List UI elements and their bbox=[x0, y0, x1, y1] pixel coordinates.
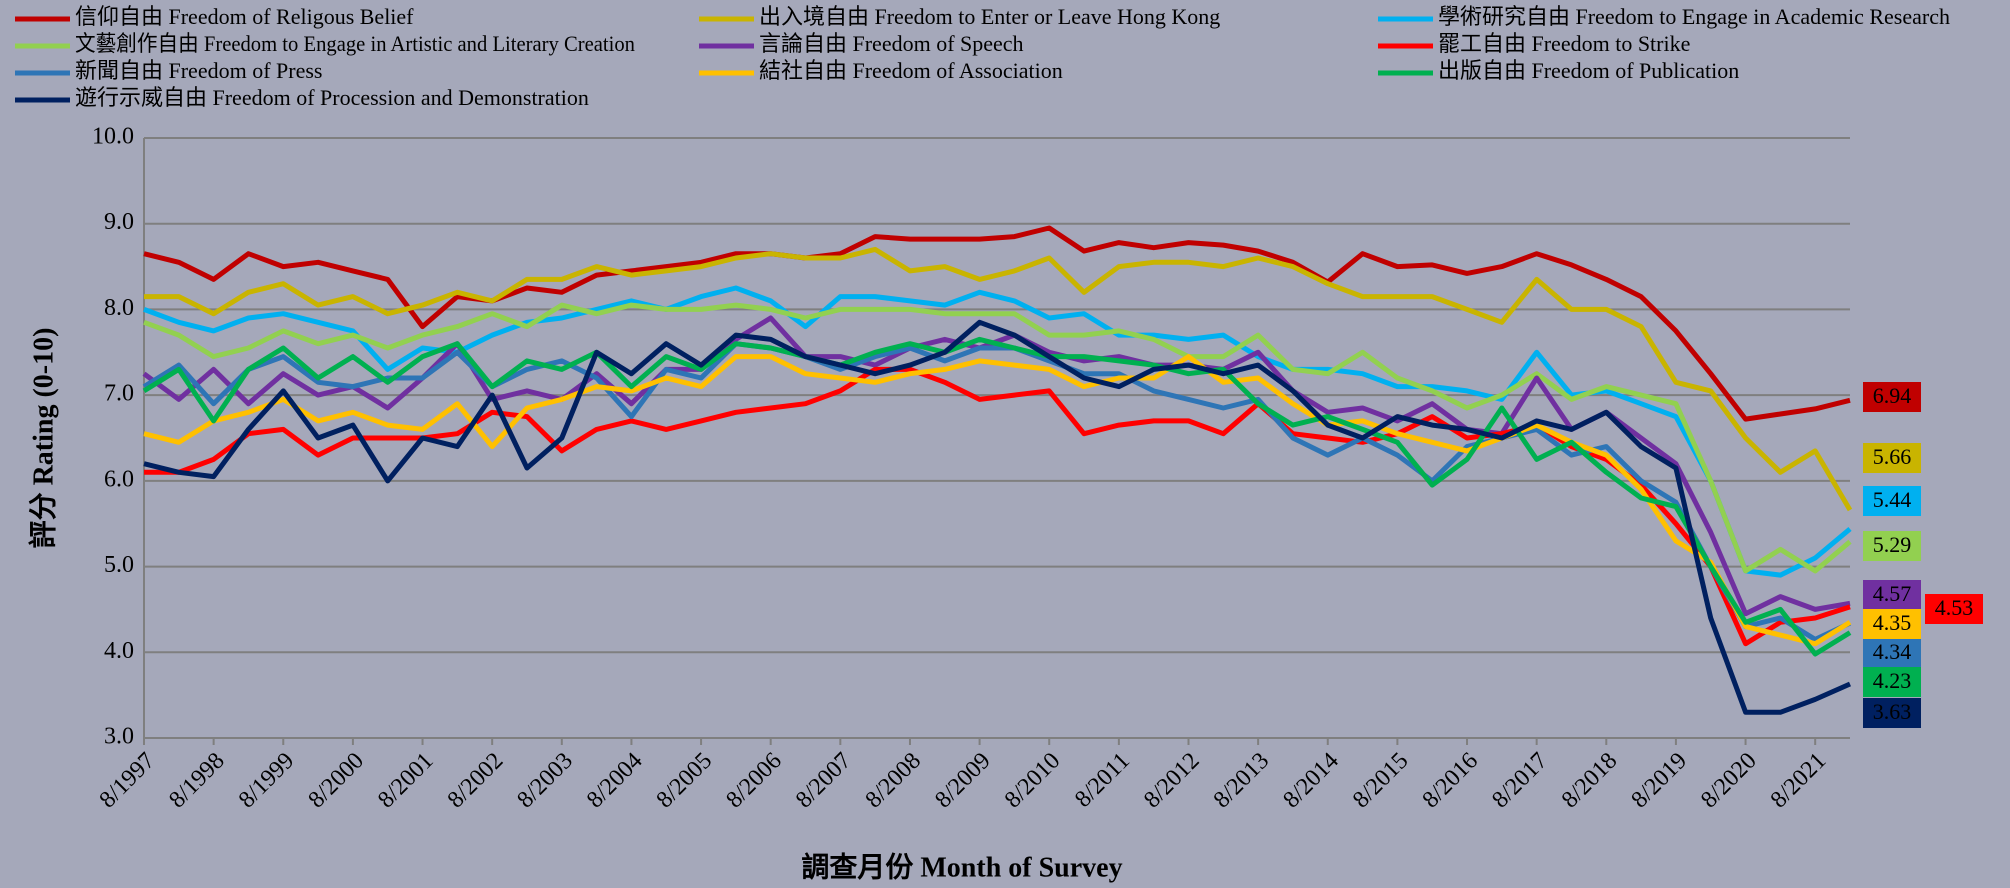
legend-label: 文藝創作自由 Freedom to Engage in Artistic and… bbox=[75, 31, 635, 56]
end-label-box bbox=[1863, 580, 1921, 610]
end-value-label: 4.34 bbox=[1873, 639, 1912, 664]
end-label-box bbox=[1863, 382, 1921, 412]
y-tick-label: 6.0 bbox=[104, 466, 134, 492]
end-value-label: 6.94 bbox=[1873, 383, 1912, 408]
end-value-label: 4.57 bbox=[1873, 581, 1912, 606]
end-value-label: 5.29 bbox=[1873, 532, 1912, 557]
end-value-label: 5.66 bbox=[1873, 444, 1912, 469]
series-line bbox=[143, 225, 1851, 422]
legend-label: 出版自由 Freedom of Publication bbox=[1438, 58, 1739, 83]
series-line bbox=[143, 354, 1852, 647]
series-line bbox=[143, 285, 1852, 578]
series-line bbox=[142, 336, 1852, 657]
legend-label: 罷工自由 Freedom to Strike bbox=[1438, 31, 1690, 56]
end-value-label: 5.44 bbox=[1873, 487, 1912, 512]
legend-label: 結社自由 Freedom of Association bbox=[759, 58, 1063, 83]
y-tick-label: 10.0 bbox=[92, 124, 134, 150]
y-tick-label: 3.0 bbox=[104, 724, 134, 750]
legend-label: 學術研究自由 Freedom to Engage in Academic Res… bbox=[1438, 4, 1950, 29]
end-label-box bbox=[1863, 609, 1921, 639]
series-line bbox=[143, 302, 1852, 574]
end-label-box bbox=[1863, 698, 1921, 728]
y-tick-label: 5.0 bbox=[104, 552, 134, 578]
end-value-label: 4.35 bbox=[1873, 610, 1912, 635]
series-line bbox=[144, 246, 1853, 512]
end-value-label: 4.23 bbox=[1873, 668, 1912, 693]
y-tick-label: 7.0 bbox=[104, 381, 134, 407]
end-value-label: 4.53 bbox=[1935, 595, 1974, 620]
legend-label: 言論自由 Freedom of Speech bbox=[759, 31, 1024, 56]
legend-label: 遊行示威自由 Freedom of Procession and Demonst… bbox=[75, 85, 589, 110]
series-line bbox=[142, 341, 1852, 642]
legend-label: 出入境自由 Freedom to Enter or Leave Hong Kon… bbox=[759, 4, 1220, 29]
legend-label: 信仰自由 Freedom of Religous Belief bbox=[75, 4, 414, 29]
end-label-box bbox=[1863, 486, 1921, 516]
y-tick-label: 4.0 bbox=[104, 638, 134, 664]
x-axis-title: 調查月份 Month of Survey bbox=[801, 850, 1122, 883]
legend-label: 新聞自由 Freedom of Press bbox=[75, 58, 322, 83]
end-value-label: 3.63 bbox=[1873, 699, 1912, 724]
end-label-box bbox=[1863, 638, 1921, 668]
y-tick-label: 9.0 bbox=[104, 209, 134, 235]
y-axis-title: 評分 Rating (0-10) bbox=[26, 328, 59, 549]
end-label-box bbox=[1863, 667, 1921, 697]
end-label-box bbox=[1863, 531, 1921, 561]
end-label-box bbox=[1925, 594, 1983, 624]
end-label-box bbox=[1863, 443, 1921, 473]
series-line bbox=[143, 319, 1852, 715]
y-tick-label: 8.0 bbox=[104, 295, 134, 321]
